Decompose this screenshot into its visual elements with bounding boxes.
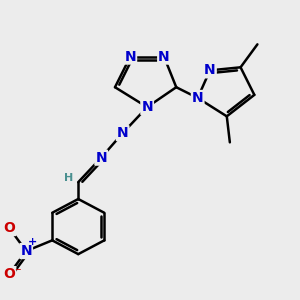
Text: O: O	[3, 221, 15, 235]
Text: N: N	[158, 50, 170, 64]
Text: N: N	[141, 100, 153, 114]
Text: N: N	[124, 50, 136, 64]
Text: N: N	[204, 63, 216, 77]
Text: O: O	[3, 267, 15, 281]
Text: N: N	[95, 151, 107, 165]
Text: ⁻: ⁻	[14, 266, 20, 279]
Text: N: N	[192, 91, 203, 105]
Text: N: N	[117, 126, 128, 140]
Text: H: H	[64, 173, 74, 184]
Text: N: N	[20, 244, 32, 258]
Text: +: +	[28, 238, 38, 248]
